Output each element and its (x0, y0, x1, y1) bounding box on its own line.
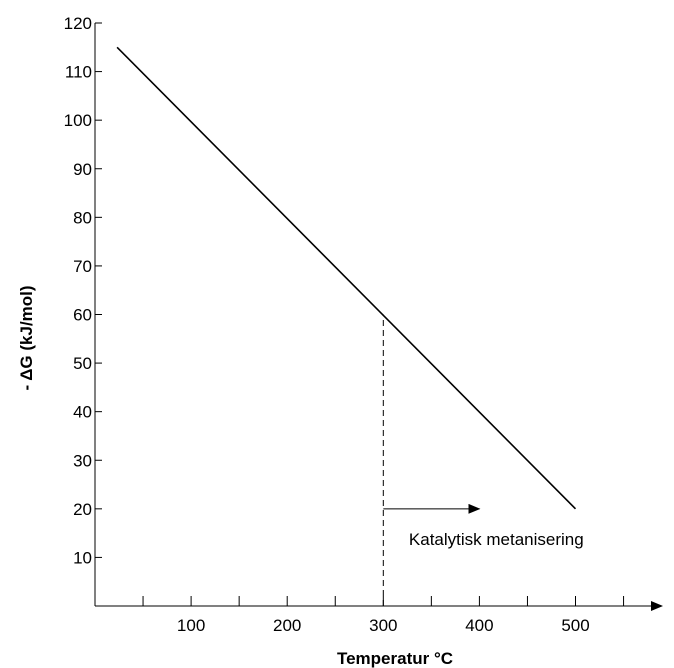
y-tick-label-30: 30 (73, 451, 92, 470)
y-axis-title: - ΔG (kJ/mol) (17, 285, 36, 390)
y-tick-label-50: 50 (73, 354, 92, 373)
y-tick-label-70: 70 (73, 257, 92, 276)
series-layer (116, 46, 577, 510)
x-tick-label-500: 500 (561, 616, 589, 635)
series-line-0 (116, 46, 577, 510)
x-tick-label-300: 300 (369, 616, 397, 635)
y-tick-label-90: 90 (73, 160, 92, 179)
x-tick-label-100: 100 (177, 616, 205, 635)
y-tick-label-60: 60 (73, 306, 92, 325)
ticks: 10 20 30 40 50 60 70 80 90 100 110 120 100 200 300 400 5… (64, 14, 625, 635)
y-tick-label-100: 100 (64, 111, 92, 130)
x-tick-label-400: 400 (465, 616, 493, 635)
x-axis-title: Temperatur °C (337, 649, 453, 668)
x-tick-label-200: 200 (273, 616, 301, 635)
annotation-label: Katalytisk metanisering (409, 530, 584, 549)
y-tick-label-80: 80 (73, 208, 92, 227)
y-tick-label-110: 110 (65, 63, 92, 82)
y-tick-label-40: 40 (73, 403, 92, 422)
annotation-layer (382, 314, 481, 606)
y-tick-label-120: 120 (64, 14, 92, 33)
y-tick-label-20: 20 (73, 500, 92, 519)
y-tick-label-10: 10 (73, 548, 92, 567)
